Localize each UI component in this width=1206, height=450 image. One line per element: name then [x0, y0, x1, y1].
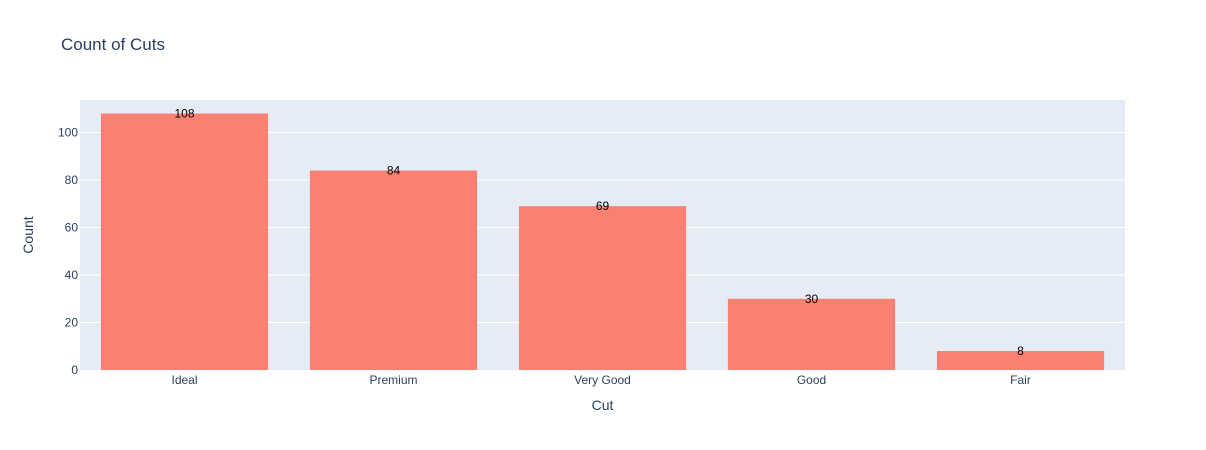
x-tick-label: Ideal [171, 373, 197, 387]
bar-fair[interactable] [936, 351, 1105, 370]
x-tick-label: Premium [369, 373, 417, 387]
data-labels: 108 84 69 30 8 [174, 107, 1024, 358]
x-tick-label: Very Good [574, 373, 631, 387]
y-tick-label: 80 [65, 173, 79, 187]
y-tick-label: 60 [65, 221, 79, 235]
bar-premium[interactable] [309, 170, 478, 370]
y-tick-label: 20 [65, 316, 79, 330]
y-tick-label: 0 [71, 363, 78, 377]
bars [100, 113, 1105, 371]
x-tick-label: Good [797, 373, 826, 387]
x-axis-ticks: Ideal Premium Very Good Good Fair [171, 373, 1030, 387]
data-label: 69 [596, 199, 610, 213]
bar-good[interactable] [727, 298, 896, 370]
data-label: 30 [805, 292, 819, 306]
data-label: 84 [387, 164, 401, 178]
y-axis-title: Count [20, 216, 36, 253]
bar-ideal[interactable] [100, 113, 269, 371]
chart-title: Count of Cuts [61, 35, 165, 54]
data-label: 108 [174, 107, 194, 121]
bar-very-good[interactable] [518, 206, 687, 370]
data-label: 8 [1017, 344, 1024, 358]
x-axis-title: Cut [592, 397, 614, 413]
y-axis-ticks: 0 20 40 60 80 100 [58, 126, 78, 377]
y-tick-label: 40 [65, 268, 79, 282]
x-tick-label: Fair [1010, 373, 1031, 387]
y-tick-label: 100 [58, 126, 78, 140]
